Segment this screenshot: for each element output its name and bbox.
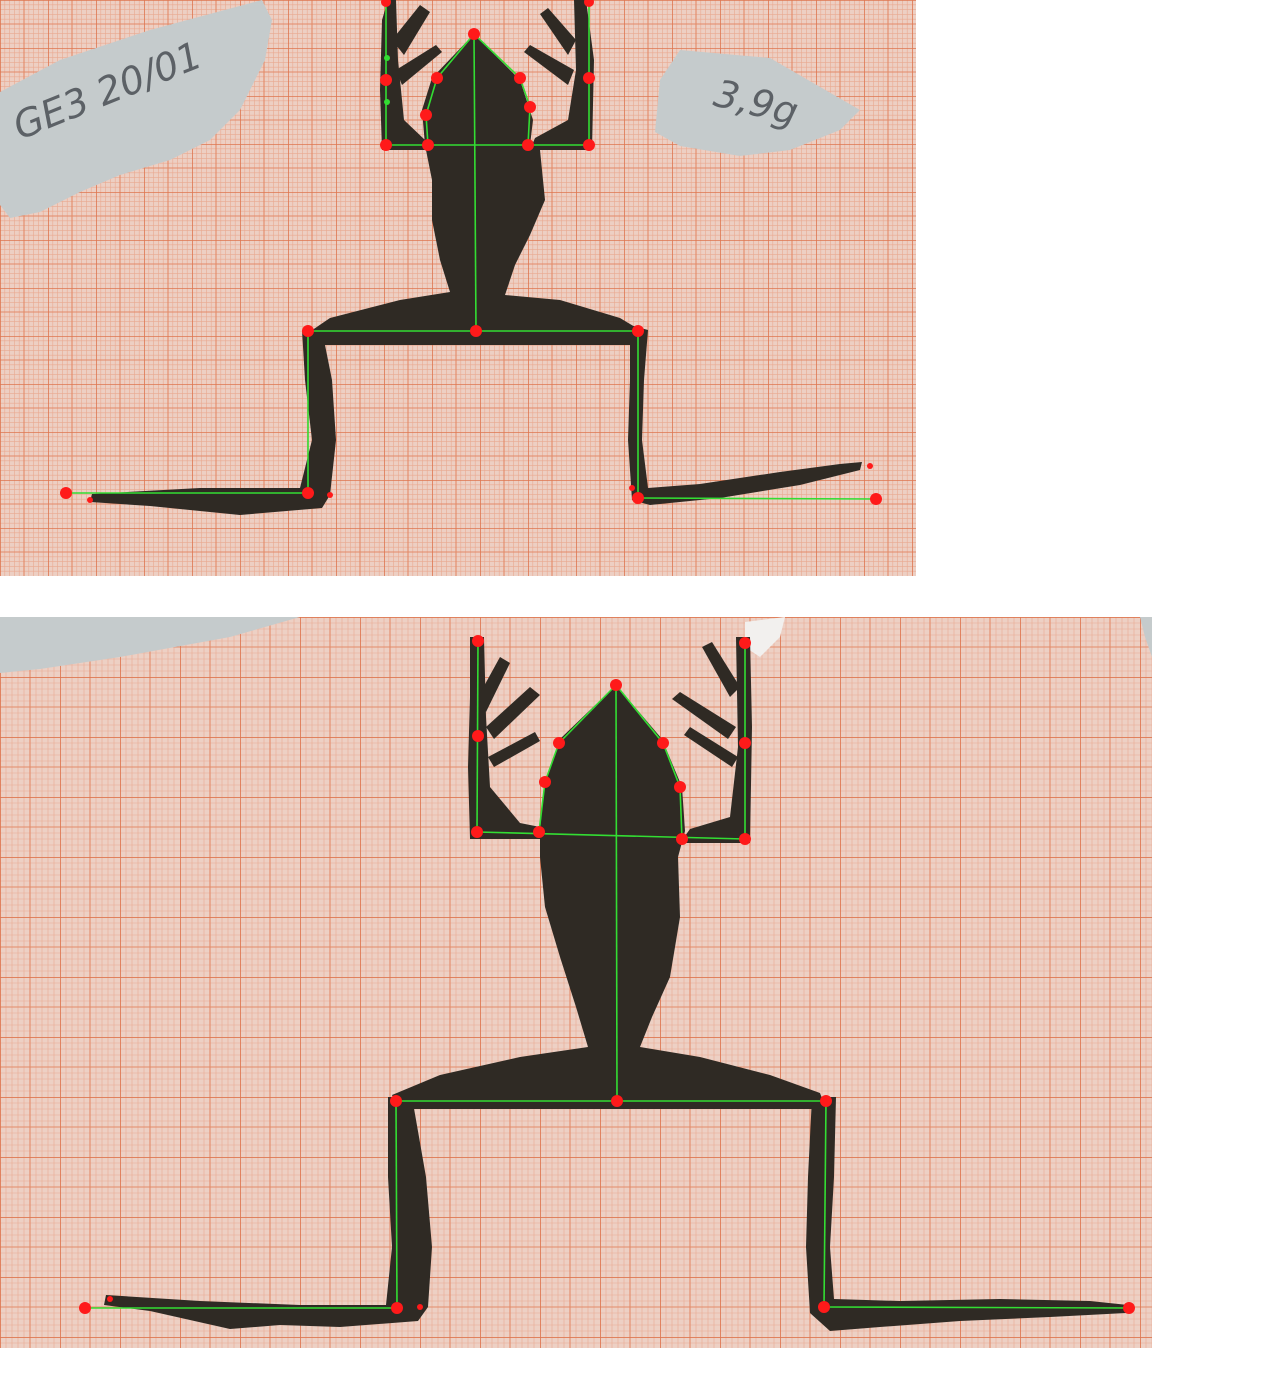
paper-tag-right: 3,9g [655,50,860,156]
top-photo-panel: GE3 20/01 3,9g [0,0,916,576]
paper-scrap [745,617,785,657]
green-markers [384,55,390,105]
paper-tag-edge [1140,617,1152,657]
bottom-photo-panel [0,617,1152,1348]
measurement-lines-2 [85,640,1130,1309]
landmark-points [60,0,882,505]
bottom-photo-svg [0,617,1152,1348]
paper-tag-partial [0,617,300,673]
top-photo-svg: GE3 20/01 3,9g [0,0,916,576]
landmark-points-2 [79,635,1135,1314]
